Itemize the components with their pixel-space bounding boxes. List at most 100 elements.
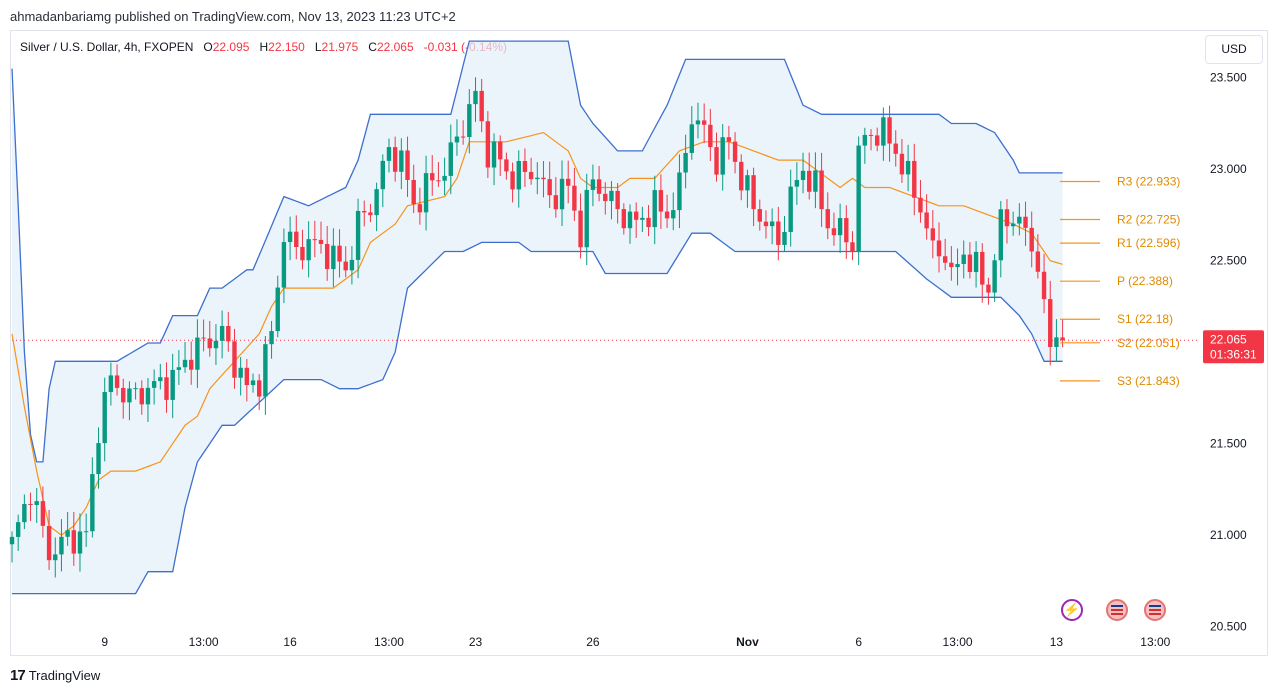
x-axis-tick-label: 26 <box>586 635 600 649</box>
candle-body <box>689 124 694 153</box>
ohlc-close-label: C <box>368 40 377 54</box>
candle-body <box>83 531 89 533</box>
candle-body <box>189 359 194 370</box>
pivot-label: P (22.388) <box>1117 274 1173 288</box>
candle-body <box>349 259 355 271</box>
candle-body <box>658 190 664 212</box>
candle-body <box>158 377 163 382</box>
candle-body <box>287 231 293 243</box>
candle-body <box>868 134 874 136</box>
candle-body <box>615 190 620 210</box>
candle-body <box>53 554 58 561</box>
candle-body <box>9 536 15 545</box>
y-axis-tick-label: 23.000 <box>1210 162 1247 176</box>
footer: 17 TradingView <box>10 667 100 684</box>
candle-body <box>244 367 250 386</box>
y-axis-tick-label: 22.500 <box>1210 254 1247 268</box>
candle-body <box>553 195 559 210</box>
candle-body <box>1054 337 1059 347</box>
candle-body <box>757 209 762 222</box>
candle-body <box>485 121 491 168</box>
candle-body <box>1035 251 1041 272</box>
candle-body <box>417 204 423 213</box>
candle-body <box>430 173 435 181</box>
candle-body <box>331 245 336 270</box>
candle-body <box>399 150 404 172</box>
candle-body <box>269 331 274 345</box>
bar-countdown: 01:36:31 <box>1210 347 1257 361</box>
candle-body <box>1023 216 1028 228</box>
candle-body <box>90 474 95 532</box>
candle-body <box>776 221 781 245</box>
x-axis-tick-label: Nov <box>736 635 759 649</box>
us-flag-event-icon[interactable] <box>1144 599 1166 621</box>
candle-body <box>96 443 101 475</box>
candle-body <box>584 189 589 248</box>
candle-body <box>362 210 367 213</box>
lightning-icon[interactable]: ⚡ <box>1061 599 1083 621</box>
published-caption: ahmadanbariamg published on TradingView.… <box>10 9 456 24</box>
pivot-label: R2 (22.725) <box>1117 213 1180 227</box>
x-axis-tick-label: 16 <box>283 635 297 649</box>
x-axis-tick-label: 23 <box>469 635 483 649</box>
currency-button[interactable]: USD <box>1205 35 1263 64</box>
candle-body <box>986 284 991 293</box>
candle-body <box>34 501 39 505</box>
candle-body <box>893 143 898 154</box>
candle-body <box>701 120 707 125</box>
candle-body <box>300 247 305 261</box>
candle-body <box>819 170 824 210</box>
candle-body <box>763 221 769 227</box>
candle-body <box>77 531 83 554</box>
candle-body <box>1010 223 1016 227</box>
x-axis-tick-label: 13 <box>1050 635 1064 649</box>
candle-body <box>516 161 521 190</box>
candle-body <box>232 341 237 378</box>
x-axis-tick-label: 13:00 <box>374 635 404 649</box>
candle-body <box>875 135 880 146</box>
candle-body <box>213 340 219 349</box>
candle-body <box>170 369 175 400</box>
candle-body <box>28 503 33 505</box>
candle-body <box>640 217 645 220</box>
candle-body <box>918 197 923 213</box>
ohlc-high-value: 22.150 <box>268 40 305 54</box>
candle-body <box>590 179 596 190</box>
candle-body <box>769 221 775 227</box>
candle-body <box>739 161 744 191</box>
candle-body <box>226 326 231 342</box>
pivot-label: S2 (22.051) <box>1117 336 1180 350</box>
candle-body <box>745 175 750 191</box>
candle-body <box>1029 227 1034 252</box>
candle-body <box>683 152 688 173</box>
candle-body <box>114 375 120 388</box>
candle-body <box>887 117 892 144</box>
candle-body <box>646 217 651 228</box>
candle-body <box>726 137 732 142</box>
x-axis-tick-label: 13:00 <box>189 635 219 649</box>
candle-body <box>207 338 212 349</box>
candle-body <box>504 159 509 172</box>
us-flag-event-icon[interactable] <box>1106 599 1128 621</box>
candle-body <box>460 136 466 138</box>
candle-body <box>621 209 627 229</box>
pivot-label: S1 (22.18) <box>1117 312 1173 326</box>
candle-body <box>942 256 948 263</box>
candle-body <box>813 170 818 192</box>
candle-body <box>263 344 268 397</box>
candle-body <box>201 337 206 339</box>
candle-body <box>522 161 528 172</box>
candle-body <box>392 147 398 172</box>
candle-body <box>905 160 911 175</box>
y-axis-tick-label: 23.500 <box>1210 71 1247 85</box>
candle-body <box>844 218 849 243</box>
candle-body <box>436 180 441 182</box>
candle-body <box>473 90 478 105</box>
last-price-value: 22.065 <box>1210 332 1247 346</box>
candle-body <box>782 231 787 245</box>
candle-body <box>121 387 126 403</box>
candle-body <box>22 503 27 523</box>
channel-fill <box>12 41 1063 594</box>
candle-body <box>337 245 342 262</box>
